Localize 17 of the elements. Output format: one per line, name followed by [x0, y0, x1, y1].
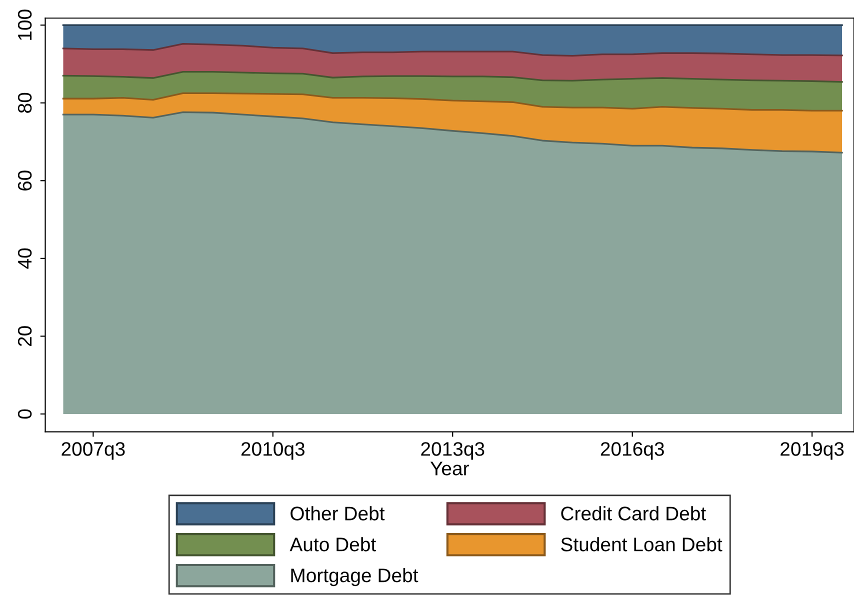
x-tick-label: 2010q3	[241, 442, 304, 460]
x-tick-label: 2007q3	[62, 442, 125, 460]
y-tick-label: 100	[18, 10, 32, 40]
legend-label: Credit Card Debt	[561, 506, 706, 520]
x-tick-label: 2016q3	[600, 442, 664, 460]
y-tick-label: 20	[18, 326, 32, 346]
legend-label: Mortgage Debt	[291, 568, 418, 586]
y-tick-label: 60	[18, 170, 32, 190]
legend-label: Other Debt	[290, 506, 385, 520]
y-tick-label: 80	[18, 92, 32, 113]
y-tick-label: 0	[18, 409, 32, 419]
x-axis-title: Year	[430, 462, 469, 476]
legend-label: Auto Debt	[290, 537, 376, 552]
x-tick-label: 2019q3	[780, 442, 844, 460]
x-tick-label: 2013q3	[421, 442, 484, 460]
y-tick-label: 40	[18, 248, 32, 269]
legend-label: Student Loan Debt	[561, 537, 722, 552]
